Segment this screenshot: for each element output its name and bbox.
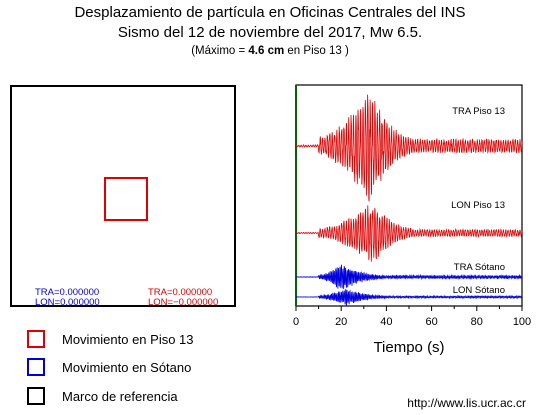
legend-red-square-icon (27, 330, 45, 348)
trace-label-0: TRA Piso 13 (452, 106, 505, 117)
legend-label-floor: Movimiento en Piso 13 (62, 331, 194, 347)
trace-0 (295, 94, 523, 202)
max-suffix: en Piso 13 ) (284, 45, 349, 57)
x-tick-label-0: 0 (293, 316, 299, 328)
floor-values: TRA=0.000000 LON=−0.000000 (148, 288, 218, 308)
x-axis-label: Tiempo (s) (373, 339, 444, 356)
x-tick-label-80: 80 (471, 316, 483, 328)
reference-frame (10, 85, 236, 307)
trace-label-3: LON Sótano (453, 285, 505, 296)
legend-item-basement: Movimiento en Sótano (27, 356, 191, 378)
trace-label-2: TRA Sótano (454, 262, 505, 273)
x-tick-label-100: 100 (513, 316, 531, 328)
floor-13-motion-square (104, 177, 148, 221)
title-line-1: Desplazamiento de partícula en Oficinas … (74, 4, 466, 21)
x-tick-label-60: 60 (425, 316, 437, 328)
trace-2 (295, 264, 523, 290)
legend-item-floor: Movimiento en Piso 13 (27, 328, 194, 350)
legend-black-square-icon (27, 387, 45, 405)
max-value: 4.6 cm (248, 45, 285, 57)
x-tick-label-20: 20 (335, 316, 347, 328)
max-displacement-note: (Máximo = 4.6 cm en Piso 13 ) (0, 45, 540, 57)
basement-values: TRA=0.000000 LON=0.000000 (35, 288, 100, 308)
basement-lon-value: LON=0.000000 (35, 297, 100, 308)
title-line-2: Sismo del 12 de noviembre del 2017, Mw 6… (117, 24, 423, 41)
legend-item-reference: Marco de referencia (27, 385, 178, 407)
legend-label-basement: Movimiento en Sótano (62, 359, 192, 375)
trace-3 (295, 289, 523, 307)
legend-label-reference: Marco de referencia (62, 388, 178, 404)
floor-tra-value: TRA=0.000000 (148, 287, 213, 298)
basement-tra-value: TRA=0.000000 (35, 287, 100, 298)
trace-1 (296, 205, 523, 262)
max-prefix: (Máximo = (191, 45, 249, 57)
legend-blue-square-icon (27, 358, 45, 376)
x-tick-label-40: 40 (380, 316, 392, 328)
floor-lon-value: LON=−0.000000 (148, 297, 219, 308)
website-link[interactable]: http://www.lis.ucr.ac.cr (407, 396, 526, 410)
trace-label-1: LON Piso 13 (451, 200, 505, 211)
